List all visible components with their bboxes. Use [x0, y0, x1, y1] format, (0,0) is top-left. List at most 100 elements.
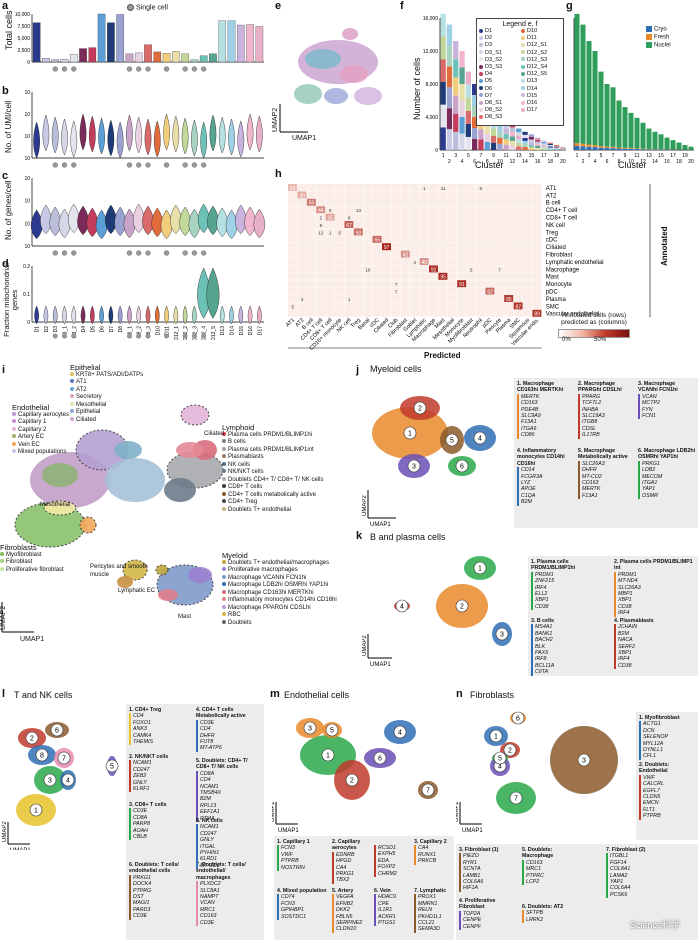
heatmap-cell — [306, 243, 316, 251]
heatmap-row-label: Macrophage — [546, 267, 580, 273]
bar-segment-f — [440, 81, 446, 105]
gene-name: CD3E — [133, 913, 148, 920]
heatmap-cell — [447, 287, 457, 295]
xlabel-h: Predicted — [424, 351, 461, 360]
gene-name: SFTPB — [526, 910, 544, 917]
gene-name: CPE — [378, 900, 389, 907]
gene-name: VCAN — [642, 393, 657, 400]
gene-name: HDAC9 — [378, 894, 396, 901]
heatmap-cell — [438, 235, 448, 243]
heatmap-cell — [438, 250, 448, 258]
single-cell-marker — [201, 162, 207, 168]
legend-i-myeloid: Myeloid Doublets T+ endothelial/macropha… — [222, 552, 362, 627]
gene-name: CD14 — [521, 467, 535, 474]
bar-segment-f — [497, 131, 503, 138]
cluster-color-bar — [606, 853, 608, 899]
xtick-f: 18 — [547, 159, 553, 165]
legend-i-item: RBC — [222, 612, 362, 620]
bar-segment-f — [478, 129, 484, 140]
bar-segment-f — [560, 148, 566, 149]
bar-cryo — [646, 149, 652, 150]
bar-segment-f — [509, 127, 516, 132]
heatmap-cell — [513, 213, 523, 221]
gene-list-title: 3. Macrophage VCANhi FCN1hi — [638, 381, 678, 394]
cluster-number: 3 — [412, 464, 416, 471]
heatmap-cell — [523, 295, 532, 302]
bar-segment-f — [541, 145, 547, 147]
heatmap-cell — [494, 228, 504, 236]
single-cell-marker — [126, 250, 133, 256]
legend-f-item: D8_S1 — [479, 100, 502, 106]
panel-label-m: m — [270, 688, 280, 700]
gene-name: LYZ — [521, 480, 531, 487]
heatmap-cell — [513, 184, 523, 191]
gene-name: ITGA9 — [521, 425, 537, 432]
heatmap-cell — [372, 265, 382, 273]
heatmap-cell — [335, 287, 344, 295]
gene-name: EDA — [378, 857, 389, 864]
heatmap-cell — [513, 287, 523, 295]
genebox-l: 1. CD4+ Treg CD4 FOXO1 ANK3 CAMK4 THEMIS 4. CD… — [126, 704, 264, 940]
gene-name: ITGBL1 — [610, 853, 629, 860]
heatmap-cell — [447, 235, 457, 243]
heatmap-cell — [306, 295, 316, 302]
gene-name: ITGAL — [200, 843, 216, 850]
bar-total-cells — [255, 26, 264, 63]
gene-name: FLT1 — [643, 806, 655, 813]
umap-e-xlabel: UMAP1 — [292, 135, 317, 142]
heatmap-cell — [297, 280, 307, 288]
heatmap-cell — [438, 302, 448, 310]
xtick-sample: D12_1 — [174, 326, 180, 340]
gene-name: SLC8A1 — [200, 887, 220, 894]
gene-list-title: 6. Macrophage LDB2hi OSMRhi YAP1hi — [638, 448, 696, 461]
umap-e — [279, 28, 382, 133]
cluster-color-bar — [374, 894, 376, 927]
heatmap-cell — [363, 221, 373, 228]
heatmap-cell — [363, 206, 373, 214]
heatmap-cell — [438, 280, 448, 288]
xtick-sample: D3_1 — [62, 326, 68, 338]
gene-name: COL6A4 — [610, 885, 631, 892]
heatmap-cell — [316, 228, 326, 236]
single-cell-marker — [61, 250, 68, 256]
gene-name: CHRM2 — [378, 870, 397, 877]
heatmap-cell — [316, 198, 326, 206]
heatmap-cell — [485, 191, 495, 199]
bar-total-cells — [42, 58, 50, 63]
heatmap-cell — [438, 258, 448, 265]
heatmap-cell — [391, 235, 401, 243]
violin-d — [206, 267, 220, 319]
heatmap-cell — [325, 228, 335, 236]
heatmap-cell — [476, 228, 485, 236]
gene-list-cluster-2: 2. Plasma cells PRDM1/BLIMP1 int PRDM1 MT-… — [614, 559, 694, 617]
cluster-number: 2 — [418, 406, 422, 413]
bar-cryo — [640, 149, 646, 150]
heatmap-cell — [335, 228, 344, 236]
heatmap-cell — [419, 302, 429, 310]
violin-c — [207, 205, 219, 236]
violin-b — [237, 120, 245, 158]
heatmap-cell — [485, 184, 495, 191]
violin-c — [49, 206, 61, 237]
colorbar-tick-50: 50% — [594, 337, 607, 343]
gene-name: RELN — [418, 907, 433, 914]
heatmap-cell — [297, 235, 307, 243]
xtick-g: 19 — [682, 153, 688, 159]
violin-c — [253, 208, 266, 239]
violin-b — [126, 114, 133, 152]
heatmap-cell — [466, 243, 476, 251]
gene-list-title: 1. Plasma cells PRDM1/BLIMP1hi — [531, 559, 576, 572]
gene-name: CLDN10 — [336, 926, 357, 933]
gene-list-cluster-7: 7. Fibroblast (2) ITGBL1 FGF14 COL8A1 LAMA2 Y… — [606, 847, 666, 899]
bar-total-cells — [144, 44, 152, 63]
violin-c — [244, 206, 256, 237]
heatmap-cell — [447, 198, 457, 206]
violin-d — [117, 305, 123, 325]
violin-c — [67, 203, 80, 234]
gene-name: CENPE — [463, 917, 482, 924]
gene-name: COL6A6 — [463, 879, 484, 886]
xtick-sample: D8_2 — [137, 326, 143, 338]
heatmap-cell — [288, 228, 297, 236]
bar-cryo — [610, 148, 616, 150]
heatmap-cell — [466, 250, 476, 258]
